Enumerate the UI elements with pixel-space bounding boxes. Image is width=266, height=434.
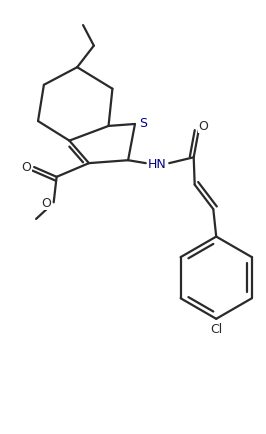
Text: O: O [21,160,31,173]
Text: O: O [41,196,51,209]
Text: HN: HN [148,157,167,170]
Text: Cl: Cl [210,322,222,335]
Text: O: O [198,120,209,133]
Text: S: S [139,117,147,130]
